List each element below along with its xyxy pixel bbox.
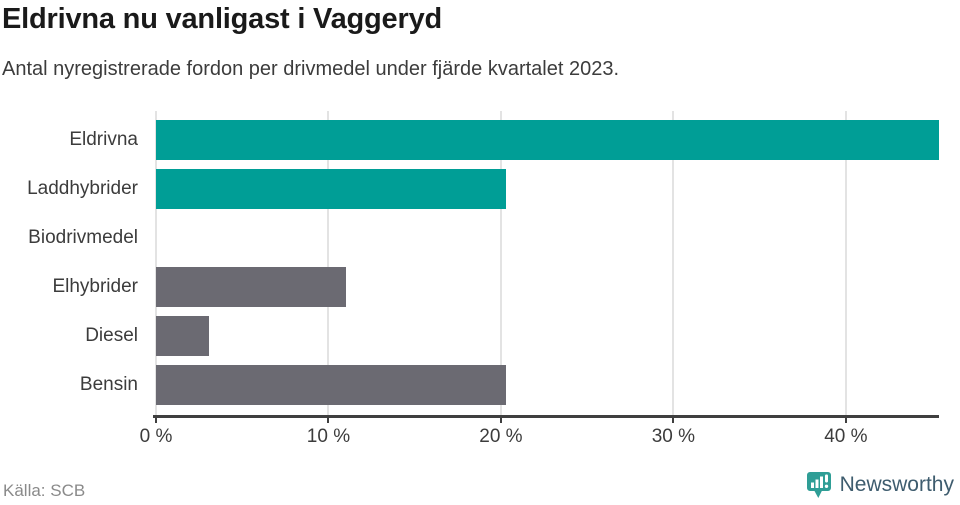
category-label: Elhybrider bbox=[52, 276, 138, 298]
tick-label: 20 % bbox=[479, 426, 523, 447]
tick-label: 0 % bbox=[139, 426, 173, 447]
bar-row bbox=[156, 164, 939, 213]
bar bbox=[156, 119, 939, 160]
x-axis-line bbox=[153, 415, 939, 418]
bar-row bbox=[156, 213, 939, 262]
tick-label: 30 % bbox=[651, 426, 696, 447]
category-label: Bensin bbox=[79, 374, 138, 396]
bar-row bbox=[156, 263, 939, 312]
bar-row bbox=[156, 115, 939, 164]
newsworthy-logo: Newsworthy bbox=[806, 471, 954, 499]
tick-mark bbox=[155, 415, 157, 423]
grid-line bbox=[672, 111, 675, 415]
bars bbox=[156, 111, 939, 415]
tick-mark bbox=[672, 415, 675, 423]
tick-label: 40 % bbox=[824, 426, 868, 447]
newsworthy-logo-icon bbox=[806, 472, 831, 498]
grid-line bbox=[844, 111, 847, 415]
tick-label: 10 % bbox=[306, 426, 351, 447]
source-note: Källa: SCB bbox=[3, 481, 86, 500]
bar bbox=[156, 365, 507, 406]
category-label: Laddhybrider bbox=[27, 177, 138, 199]
bar-row bbox=[156, 312, 939, 361]
category-label: Eldrivna bbox=[69, 128, 138, 150]
chart-subtitle: Antal nyregistrerade fordon per drivmede… bbox=[2, 58, 620, 80]
grid-line bbox=[499, 111, 502, 415]
bar bbox=[156, 267, 346, 308]
grid-line bbox=[327, 111, 330, 415]
newsworthy-logo-text: Newsworthy bbox=[839, 473, 954, 496]
gridlines bbox=[155, 111, 939, 415]
category-label: Diesel bbox=[85, 325, 138, 347]
bar bbox=[156, 168, 507, 209]
tick-mark bbox=[327, 415, 330, 423]
bar-row bbox=[156, 361, 939, 410]
bar bbox=[156, 316, 210, 357]
category-label: Biodrivmedel bbox=[28, 226, 138, 248]
grid-line bbox=[155, 111, 157, 415]
tick-mark bbox=[844, 415, 847, 423]
tick-mark bbox=[499, 415, 502, 423]
category-labels: Eldrivna Laddhybrider Biodrivmedel Elhybrid… bbox=[0, 111, 148, 415]
chart-title: Eldrivna nu vanligast i Vaggeryd bbox=[2, 3, 443, 35]
x-axis: 0 % 10 % 20 % 30 % 40 % bbox=[140, 415, 939, 460]
plot-area: 0 % 10 % 20 % 30 % 40 % bbox=[140, 111, 939, 447]
